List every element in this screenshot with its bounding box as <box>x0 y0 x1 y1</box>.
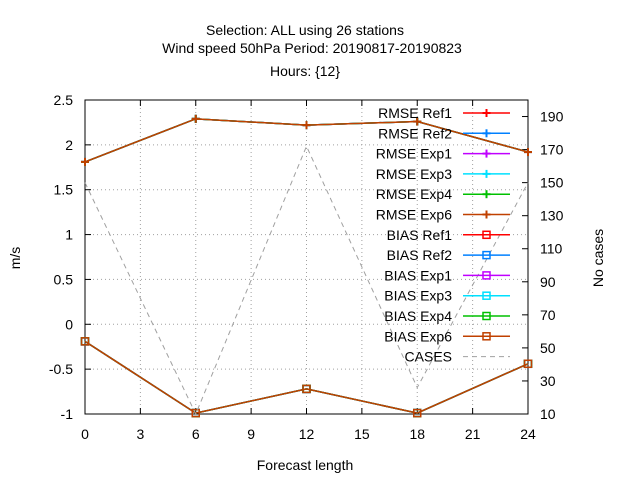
chart-title-line-3: Hours: {12} <box>270 63 340 79</box>
legend-label: RMSE Exp6 <box>376 207 452 223</box>
y-tick-label: -0.5 <box>49 361 73 377</box>
legend-label: BIAS Exp1 <box>384 267 452 283</box>
legend-marker-1 <box>482 129 491 138</box>
y2-tick-label: 130 <box>540 208 564 224</box>
data-point-5-1 <box>191 114 200 123</box>
x-tick-label: 3 <box>136 426 144 442</box>
y-tick-label: 0 <box>65 316 73 332</box>
data-point-5-3 <box>413 117 422 126</box>
data-point-5-2 <box>302 121 311 130</box>
y2-axis-label: No cases <box>590 229 606 287</box>
data-point-5-4 <box>524 148 532 157</box>
legend-label: BIAS Exp3 <box>384 288 452 304</box>
legend-label: CASES <box>405 349 452 365</box>
legend-label: RMSE Ref1 <box>378 105 452 121</box>
y-tick-label: -1 <box>61 406 74 422</box>
data-point-5-0 <box>81 157 89 166</box>
legend-label: RMSE Ref2 <box>378 125 452 141</box>
legend-label: RMSE Exp4 <box>376 186 452 202</box>
legend-label: BIAS Exp6 <box>384 328 452 344</box>
legend-marker-8 <box>482 271 491 280</box>
y2-tick-label: 10 <box>540 406 556 422</box>
y-tick-label: 2.5 <box>54 92 74 108</box>
legend-marker-0 <box>482 109 491 117</box>
series-line-11 <box>84 340 529 414</box>
legend-label: BIAS Ref1 <box>387 227 453 243</box>
y2-tick-label: 150 <box>540 175 564 191</box>
y2-tick-label: 170 <box>540 142 564 158</box>
data-point-11-4 <box>523 359 533 369</box>
x-tick-label: 12 <box>299 426 315 442</box>
data-point-11-0 <box>80 337 90 346</box>
y-tick-label: 1 <box>65 227 73 243</box>
y2-tick-label: 190 <box>540 109 564 125</box>
legend-marker-7 <box>482 250 491 260</box>
legend-marker-11 <box>482 332 491 341</box>
ticks: 0 3 6 9 12 15 18 21 24 -1 -0.5 0 0.5 1 1.5 2 2.5 10 30 50 70… <box>49 92 564 442</box>
data-point-11-3 <box>413 408 422 418</box>
series-line-12 <box>84 145 529 416</box>
legend-label: RMSE Exp1 <box>376 146 452 162</box>
x-tick-label: 0 <box>81 426 89 442</box>
series <box>80 114 533 418</box>
legend: RMSE Ref1 RMSE Ref2 RMSE Exp1 RMSE Exp3 RMSE… <box>376 105 510 365</box>
legend-label: RMSE Exp3 <box>376 166 452 182</box>
legend-marker-3 <box>482 169 491 178</box>
legend-label: BIAS Ref2 <box>387 247 453 263</box>
legend-marker-4 <box>482 190 491 199</box>
grid <box>85 100 528 414</box>
x-tick-label: 6 <box>192 426 200 442</box>
chart-title-line-1: Selection: ALL using 26 stations <box>206 22 404 38</box>
legend-label: BIAS Exp4 <box>384 308 452 324</box>
chart-title: Selection: ALL using 26 stations Wind sp… <box>162 22 462 79</box>
y2-tick-label: 90 <box>540 274 556 290</box>
legend-marker-5 <box>482 210 491 219</box>
y2-tick-label: 110 <box>540 241 563 257</box>
x-tick-label: 15 <box>354 426 370 442</box>
x-axis-label: Forecast length <box>257 457 354 473</box>
y2-tick-label: 70 <box>540 307 556 323</box>
legend-marker-10 <box>482 311 491 321</box>
x-tick-label: 24 <box>520 426 536 442</box>
legend-marker-9 <box>482 291 491 300</box>
data-point-11-1 <box>191 408 200 418</box>
data-point-11-2 <box>302 384 311 394</box>
y2-tick-label: 50 <box>540 340 556 356</box>
y-tick-label: 2 <box>65 137 73 153</box>
y-tick-label: 1.5 <box>54 182 74 198</box>
x-tick-label: 21 <box>465 426 481 442</box>
legend-marker-2 <box>482 149 491 158</box>
x-tick-label: 18 <box>409 426 425 442</box>
y-axis-label: m/s <box>7 247 23 270</box>
x-tick-label: 9 <box>247 426 255 442</box>
chart-title-line-2: Wind speed 50hPa Period: 20190817-201908… <box>162 40 462 56</box>
y-tick-label: 0.5 <box>54 271 74 287</box>
y2-tick-label: 30 <box>540 373 556 389</box>
legend-marker-6 <box>482 230 491 240</box>
